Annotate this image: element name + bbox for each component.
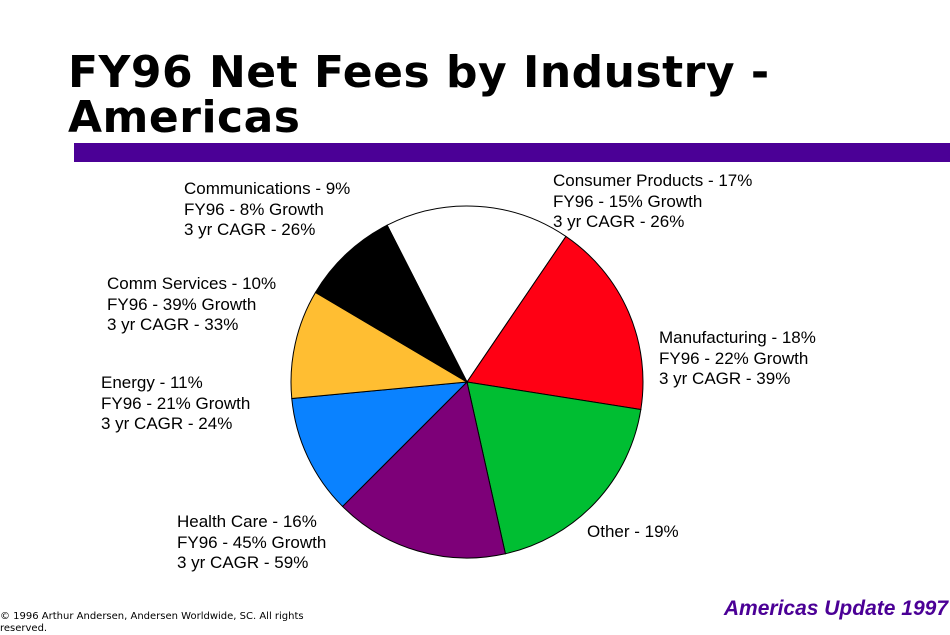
label-line: FY96 - 22% Growth xyxy=(659,348,809,368)
pie-slice-energy xyxy=(291,381,469,508)
label-line: FY96 - 8% Growth xyxy=(184,199,324,219)
label-line: 3 yr CAGR - 59% xyxy=(177,553,309,572)
label-line: Other - 19% xyxy=(587,522,679,541)
label-line: 3 yr CAGR - 26% xyxy=(184,220,316,239)
title-rule xyxy=(74,143,950,162)
label-line: 3 yr CAGR - 24% xyxy=(101,414,233,433)
label-line: Manufacturing - 18% xyxy=(659,328,816,347)
label-energy: Energy - 11% FY96 - 21% Growth 3 yr CAGR… xyxy=(101,373,250,435)
slide-title: FY96 Net Fees by Industry - Americas xyxy=(68,47,770,143)
pie-slice-health-care xyxy=(341,381,506,559)
label-manufacturing: Manufacturing - 18% FY96 - 22% Growth 3 … xyxy=(659,328,816,390)
label-line: Comm Services - 10% xyxy=(107,274,277,293)
pie-slice-communications xyxy=(314,224,469,384)
footer-title: Americas Update 1997 xyxy=(723,597,948,620)
label-line: 3 yr CAGR - 33% xyxy=(107,315,239,334)
label-comm-services: Comm Services - 10% FY96 - 39% Growth 3 … xyxy=(107,274,276,336)
pie-slice-other xyxy=(466,381,642,555)
label-consumer-products: Consumer Products - 17% FY96 - 15% Growt… xyxy=(553,171,752,233)
pie-slice-comm-services xyxy=(290,291,469,400)
label-line: 3 yr CAGR - 26% xyxy=(553,212,685,231)
label-line: 3 yr CAGR - 39% xyxy=(659,369,791,388)
label-line: Energy - 11% xyxy=(101,373,203,392)
label-health-care: Health Care - 16% FY96 - 45% Growth 3 yr… xyxy=(177,512,326,574)
label-line: Health Care - 16% xyxy=(177,512,317,531)
label-line: FY96 - 15% Growth xyxy=(553,191,703,211)
label-line: Consumer Products - 17% xyxy=(553,171,753,190)
label-line: FY96 - 45% Growth xyxy=(177,532,327,552)
label-line: FY96 - 21% Growth xyxy=(101,393,251,413)
label-line: FY96 - 39% Growth xyxy=(107,294,257,314)
label-line: Communications - 9% xyxy=(184,179,351,198)
copyright-notice: © 1996 Arthur Andersen, Andersen Worldwi… xyxy=(0,611,304,634)
pie-slice-consumer-products xyxy=(386,205,567,383)
label-communications: Communications - 9% FY96 - 8% Growth 3 y… xyxy=(184,179,350,241)
pie-slice-manufacturing xyxy=(466,235,644,411)
label-other: Other - 19% xyxy=(587,522,679,543)
